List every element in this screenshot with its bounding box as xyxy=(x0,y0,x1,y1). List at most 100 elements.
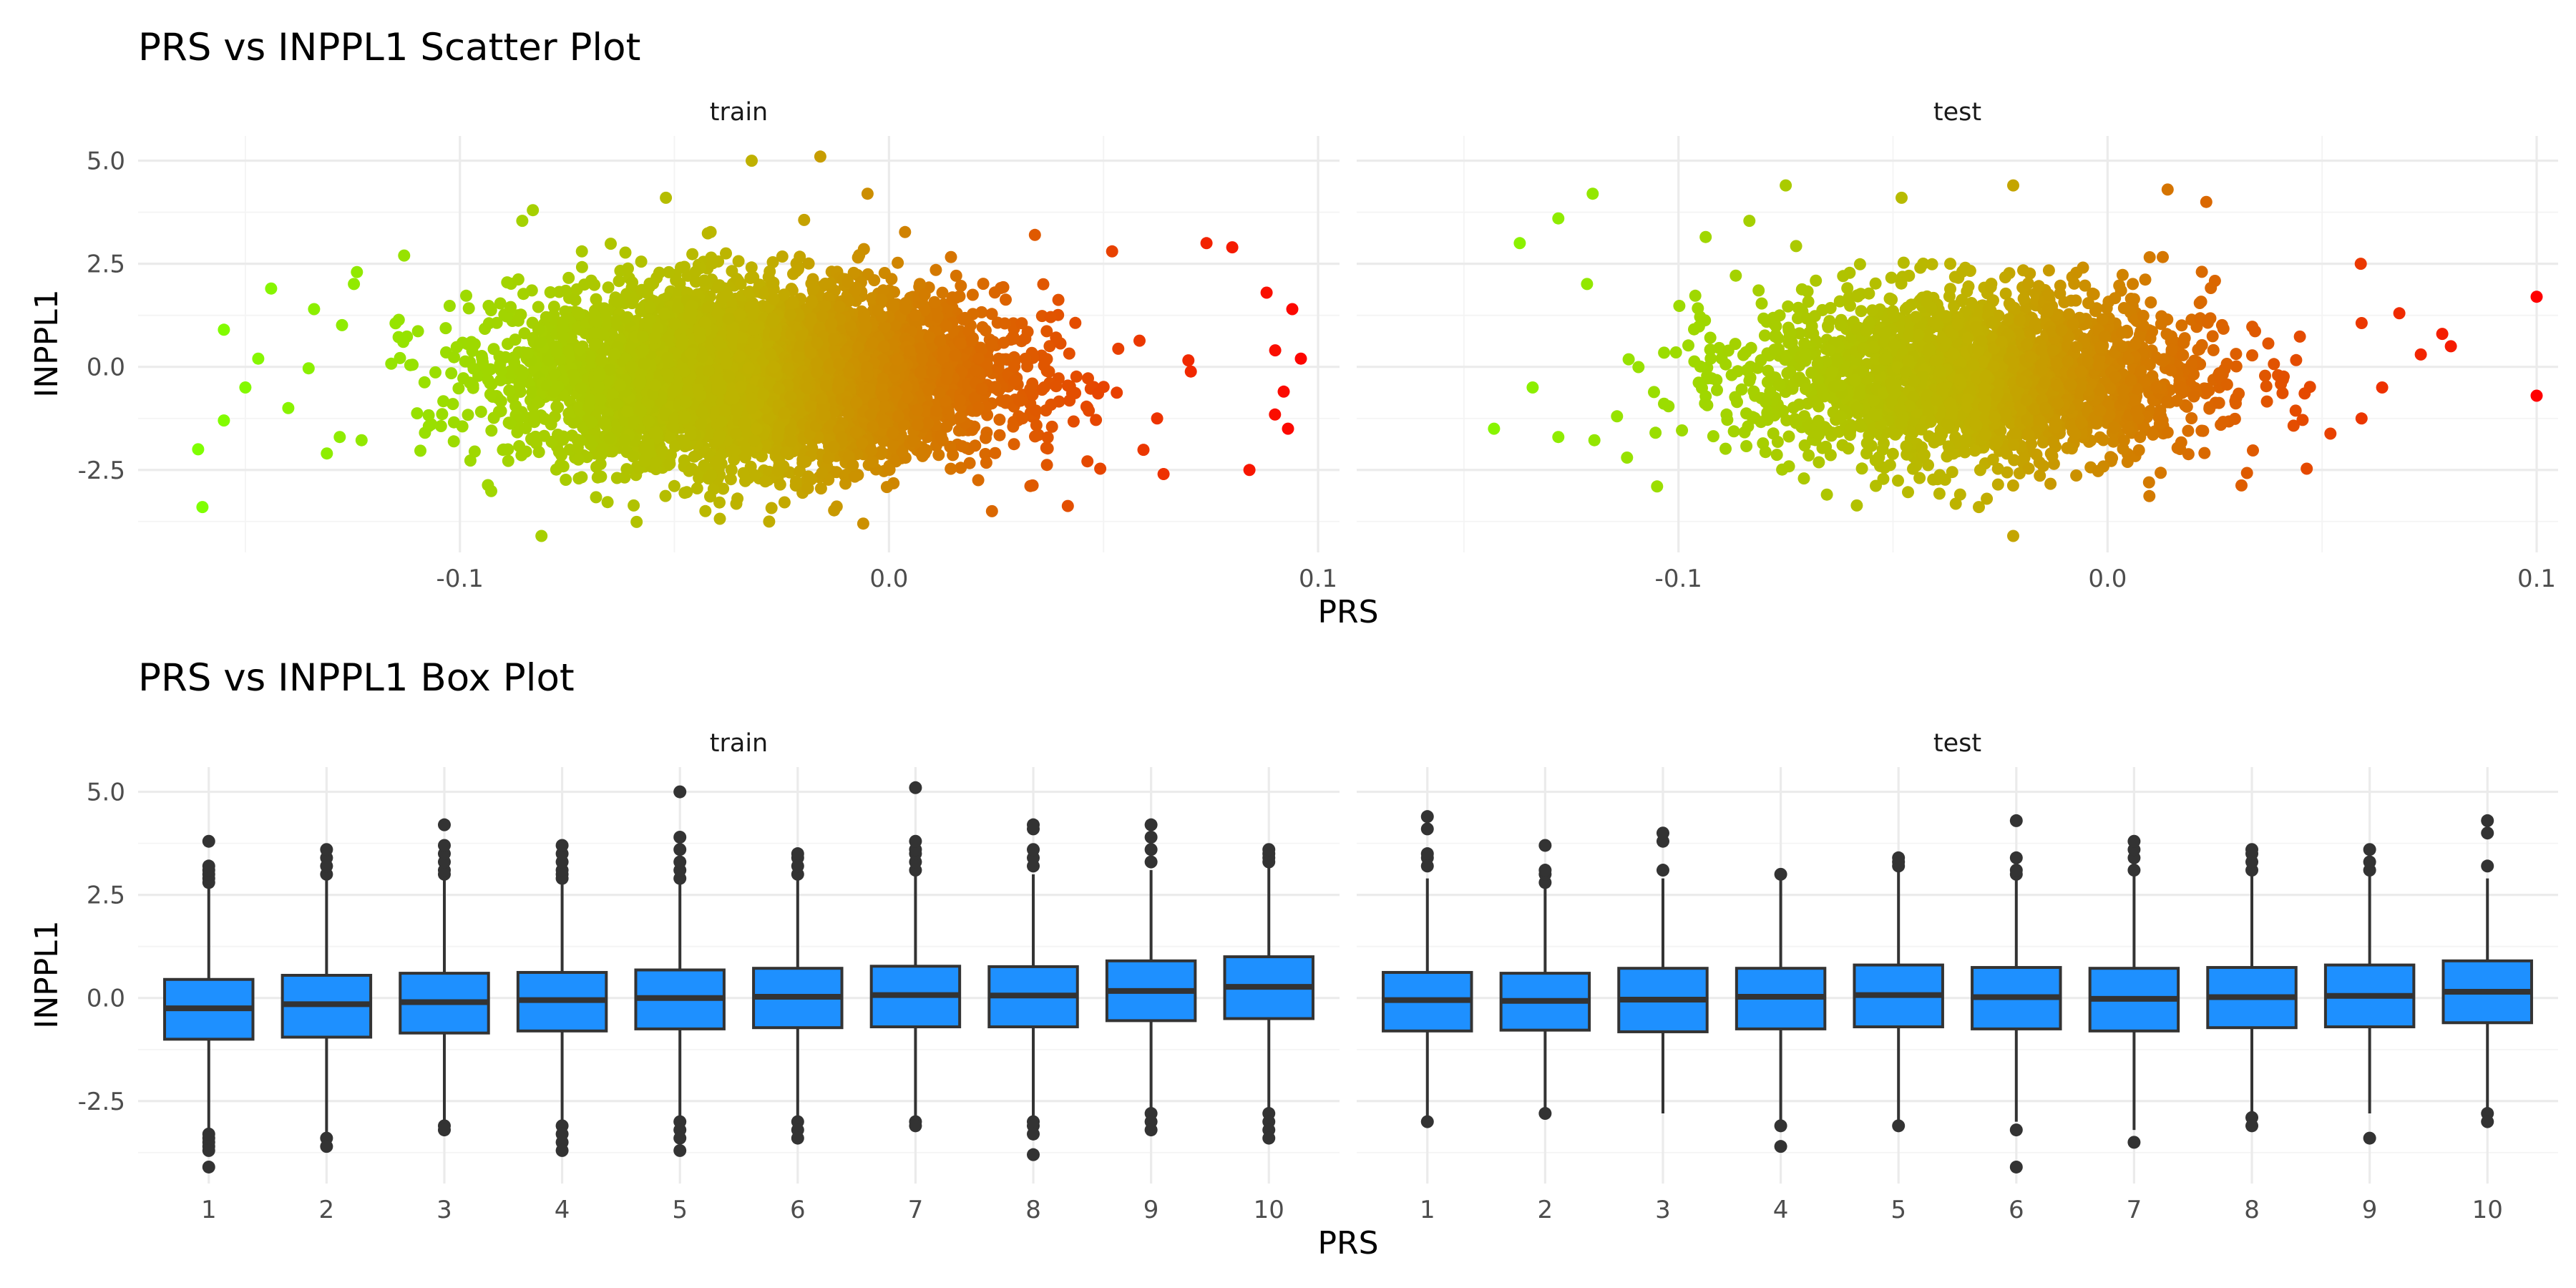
scatter-point xyxy=(1007,330,1020,343)
scatter-point xyxy=(485,424,498,437)
scatter-point xyxy=(443,300,456,312)
scatter-point xyxy=(1030,419,1043,431)
scatter-point xyxy=(1063,347,1075,360)
scatter-point xyxy=(1044,311,1057,323)
scatter-point xyxy=(485,484,497,497)
scatter-point xyxy=(1182,354,1195,367)
scatter-point xyxy=(1045,399,1058,411)
scatter-point xyxy=(816,467,829,479)
scatter-point xyxy=(879,400,892,413)
scatter-point xyxy=(880,481,893,494)
scatter-point xyxy=(940,319,952,332)
scatter-point xyxy=(582,401,595,414)
scatter-point xyxy=(503,384,516,397)
scatter-point xyxy=(734,278,747,291)
scatter-point xyxy=(465,336,478,348)
scatter-point xyxy=(963,457,976,469)
scatter-point xyxy=(918,288,931,301)
scatter-point xyxy=(945,462,957,475)
scatter-point xyxy=(1269,408,1282,421)
scatter-facet-train: train -0.1 0.0 0.1 -2.50.02.55.0 xyxy=(78,98,1340,593)
scatter-point xyxy=(512,273,525,286)
scatter-point xyxy=(778,496,791,509)
scatter-point xyxy=(737,467,750,479)
scatter-point xyxy=(776,250,789,263)
scatter-point xyxy=(571,434,584,447)
scatter-point xyxy=(436,408,449,421)
scatter-point xyxy=(742,361,755,374)
scatter-point xyxy=(414,444,426,457)
scatter-point xyxy=(814,482,827,495)
scatter-point xyxy=(484,388,497,401)
scatter-point xyxy=(947,449,960,462)
scatter-point xyxy=(988,286,1001,299)
scatter-point xyxy=(1184,365,1197,378)
scatter-point xyxy=(872,304,884,317)
scatter-point xyxy=(877,390,890,403)
scatter-point xyxy=(497,443,509,456)
scatter-point xyxy=(713,512,726,525)
scatter-point xyxy=(1040,325,1053,338)
scatter-point xyxy=(774,478,786,491)
scatter-point xyxy=(969,439,982,452)
scatter-point xyxy=(605,238,617,250)
scatter-point xyxy=(1052,293,1065,306)
scatter-point xyxy=(468,445,481,458)
scatter-point xyxy=(847,459,859,472)
scatter-point xyxy=(819,379,832,392)
scatter-point xyxy=(302,362,315,375)
scatter-point xyxy=(980,457,992,469)
scatter-point xyxy=(633,376,646,389)
scatter-point xyxy=(447,435,460,448)
scatter-point xyxy=(899,302,912,315)
scatter-point xyxy=(575,245,588,258)
scatter-point xyxy=(833,375,846,388)
scatter-point xyxy=(637,344,650,357)
scatter-point xyxy=(1050,331,1063,344)
scatter-point xyxy=(911,404,924,416)
scatter-point xyxy=(989,447,1002,459)
scatter-point xyxy=(490,316,503,329)
scatter-point xyxy=(965,334,977,347)
scatter-point xyxy=(1019,332,1032,345)
scatter-point xyxy=(806,283,819,296)
scatter-point xyxy=(544,286,557,298)
scatter-point xyxy=(950,269,962,282)
scatter-point xyxy=(590,315,602,328)
scatter-point xyxy=(849,426,862,439)
scatter-point xyxy=(899,225,912,238)
scatter-point xyxy=(1094,462,1107,475)
scatter-point xyxy=(959,311,971,324)
scatter-point xyxy=(762,411,775,424)
scatter-point xyxy=(531,396,544,409)
scatter-point xyxy=(1008,360,1021,373)
scatter-point xyxy=(1038,381,1050,394)
scatter-point xyxy=(437,395,450,408)
scatter-point xyxy=(348,278,361,291)
scatter-point xyxy=(516,215,529,228)
scatter-point xyxy=(1045,420,1058,433)
scatter-point xyxy=(998,317,1011,330)
scatter-point xyxy=(883,464,896,476)
scatter-point xyxy=(1043,340,1056,353)
scatter-point xyxy=(447,398,459,411)
scatter-point xyxy=(517,288,530,301)
scatter-point xyxy=(656,444,668,457)
scatter-point xyxy=(887,426,899,439)
scatter-point xyxy=(1037,278,1050,291)
scatter-point xyxy=(1133,334,1146,347)
scatter-point xyxy=(678,487,691,499)
scatter-point xyxy=(462,302,475,315)
scatter-point xyxy=(867,420,879,433)
scatter-point xyxy=(578,278,591,291)
scatter-point xyxy=(977,278,990,291)
scatter-point xyxy=(732,255,745,268)
scatter-point xyxy=(627,450,640,463)
scatter-point xyxy=(474,406,487,418)
scatter-point xyxy=(1007,420,1020,433)
scatter-point xyxy=(1040,353,1053,366)
scatter-point xyxy=(936,286,949,299)
scatter-point xyxy=(418,376,431,389)
scatter-point xyxy=(1067,415,1080,428)
scatter-point xyxy=(560,474,572,486)
